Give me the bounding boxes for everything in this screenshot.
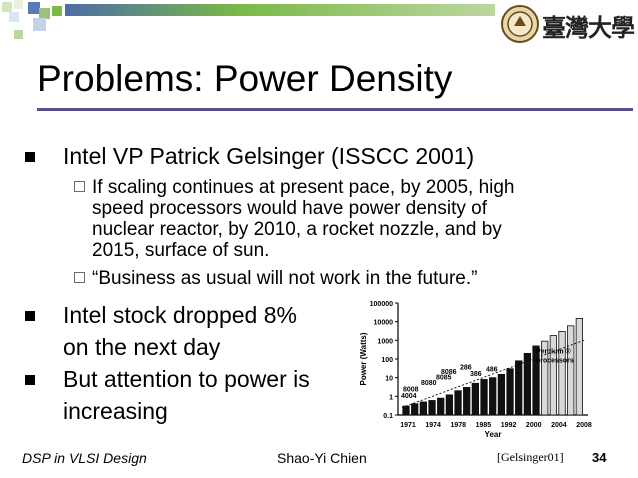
- bar: [523, 352, 531, 416]
- annotation-label: 8086: [441, 369, 457, 376]
- deco-bar: [65, 4, 495, 16]
- bar: [515, 360, 523, 416]
- deco-square: [52, 6, 62, 16]
- university-logo: 臺灣大學: [500, 4, 638, 44]
- y-tick-label: 100: [381, 357, 393, 364]
- annotation-label: Pentium ®: [536, 348, 572, 356]
- bar: [402, 405, 410, 416]
- x-axis-label: Year: [485, 430, 502, 439]
- y-axis-label: Power (Watts): [359, 332, 368, 385]
- y-tick-label: 10000: [374, 320, 394, 327]
- bar: [437, 397, 445, 416]
- bar: [567, 325, 575, 416]
- bullet-attention: But attention to power is: [25, 366, 310, 393]
- bar: [480, 379, 488, 416]
- x-tick-label: 1978: [450, 422, 466, 429]
- bullet-text: on the next day: [63, 334, 221, 360]
- deco-square: [39, 8, 50, 19]
- bullet-text: Intel stock dropped 8%: [63, 302, 297, 328]
- sub-bullet-business: “Business as usual will not work in the …: [74, 268, 572, 289]
- footer-course: DSP in VLSI Design: [22, 450, 147, 466]
- bar: [471, 382, 479, 416]
- bullet-text: increasing: [63, 398, 168, 424]
- sub-bullet-marker: [74, 272, 85, 283]
- bar: [454, 390, 462, 416]
- bullet-text: But attention to power is: [63, 366, 310, 392]
- deco-square: [14, 0, 23, 9]
- annotation-label: 486: [486, 366, 498, 373]
- sub-bullet-line: If scaling continues at present pace, by…: [92, 177, 515, 198]
- deco-square: [14, 30, 23, 39]
- sub-bullet-marker: [74, 181, 85, 192]
- y-tick-label: 0.1: [383, 413, 393, 420]
- x-tick-label: 2004: [551, 422, 567, 429]
- x-tick-label: 1971: [400, 422, 416, 429]
- x-tick-label: 2000: [526, 422, 542, 429]
- bullet-marker: [25, 311, 35, 321]
- bullet-marker: [25, 152, 35, 162]
- bullet-attention-cont: increasing: [63, 398, 168, 425]
- deco-square: [33, 18, 46, 31]
- bar: [575, 317, 583, 416]
- sub-bullet-line: 2015, surface of sun.: [92, 240, 270, 261]
- bar: [497, 373, 505, 416]
- bullet-gelsinger: Intel VP Patrick Gelsinger (ISSCC 2001): [25, 143, 475, 170]
- bullet-marker: [25, 375, 35, 385]
- x-tick-label: 1974: [425, 422, 441, 429]
- x-tick-label: 1992: [501, 422, 517, 429]
- deco-square: [2, 2, 12, 12]
- bar: [419, 401, 427, 416]
- bullet-text: Intel VP Patrick Gelsinger (ISSCC 2001): [63, 143, 475, 169]
- bullet-stock-cont: on the next day: [63, 334, 220, 361]
- annotation-label: 8080: [421, 380, 437, 387]
- annotation-label: processors: [536, 358, 574, 365]
- x-tick-label: 1985: [476, 422, 492, 429]
- bullet-stock: Intel stock dropped 8%: [25, 302, 297, 329]
- citation: [Gelsinger01]: [497, 450, 564, 464]
- y-tick-label: 10: [385, 376, 393, 383]
- annotation-label: 4004: [401, 393, 417, 400]
- bar: [489, 377, 497, 416]
- y-tick-label: 100000: [370, 301, 393, 308]
- sub-bullet-line: “Business as usual will not work in the …: [92, 268, 478, 289]
- bar: [445, 394, 453, 416]
- power-density-chart: 100000 10000 1000 100 10 1 0.1 Power (Watts) 197…: [359, 301, 592, 439]
- annotation-label: 8008: [403, 387, 419, 394]
- bar: [558, 331, 566, 416]
- bar: [428, 400, 436, 416]
- bar: [532, 345, 540, 416]
- deco-square: [9, 12, 19, 22]
- y-tick-label: 1000: [377, 338, 393, 345]
- x-tick-label: 2008: [576, 422, 592, 429]
- bar: [541, 340, 549, 416]
- bar: [506, 368, 514, 416]
- sub-bullet-line: nuclear reactor, by 2010, a rocket nozzl…: [92, 219, 502, 240]
- y-tick-label: 1: [389, 394, 393, 401]
- bar: [411, 403, 419, 416]
- annotation-label: 8085: [436, 374, 452, 381]
- annotation-label: 286: [460, 364, 472, 371]
- deco-square: [28, 2, 40, 14]
- title-underline: [37, 108, 633, 111]
- trend-line: [401, 339, 587, 408]
- annotation-label: 386: [470, 371, 482, 378]
- footer-author: Shao-Yi Chien: [277, 450, 367, 466]
- slide-title: Problems: Power Density: [37, 58, 453, 99]
- sub-bullet-scaling: If scaling continues at present pace, by…: [74, 177, 572, 261]
- sub-bullet-line: speed processors would have power densit…: [92, 198, 488, 219]
- page-number: 34: [592, 450, 607, 465]
- bar: [463, 387, 471, 416]
- bar: [549, 335, 557, 416]
- logo-text: 臺灣大學: [542, 13, 635, 42]
